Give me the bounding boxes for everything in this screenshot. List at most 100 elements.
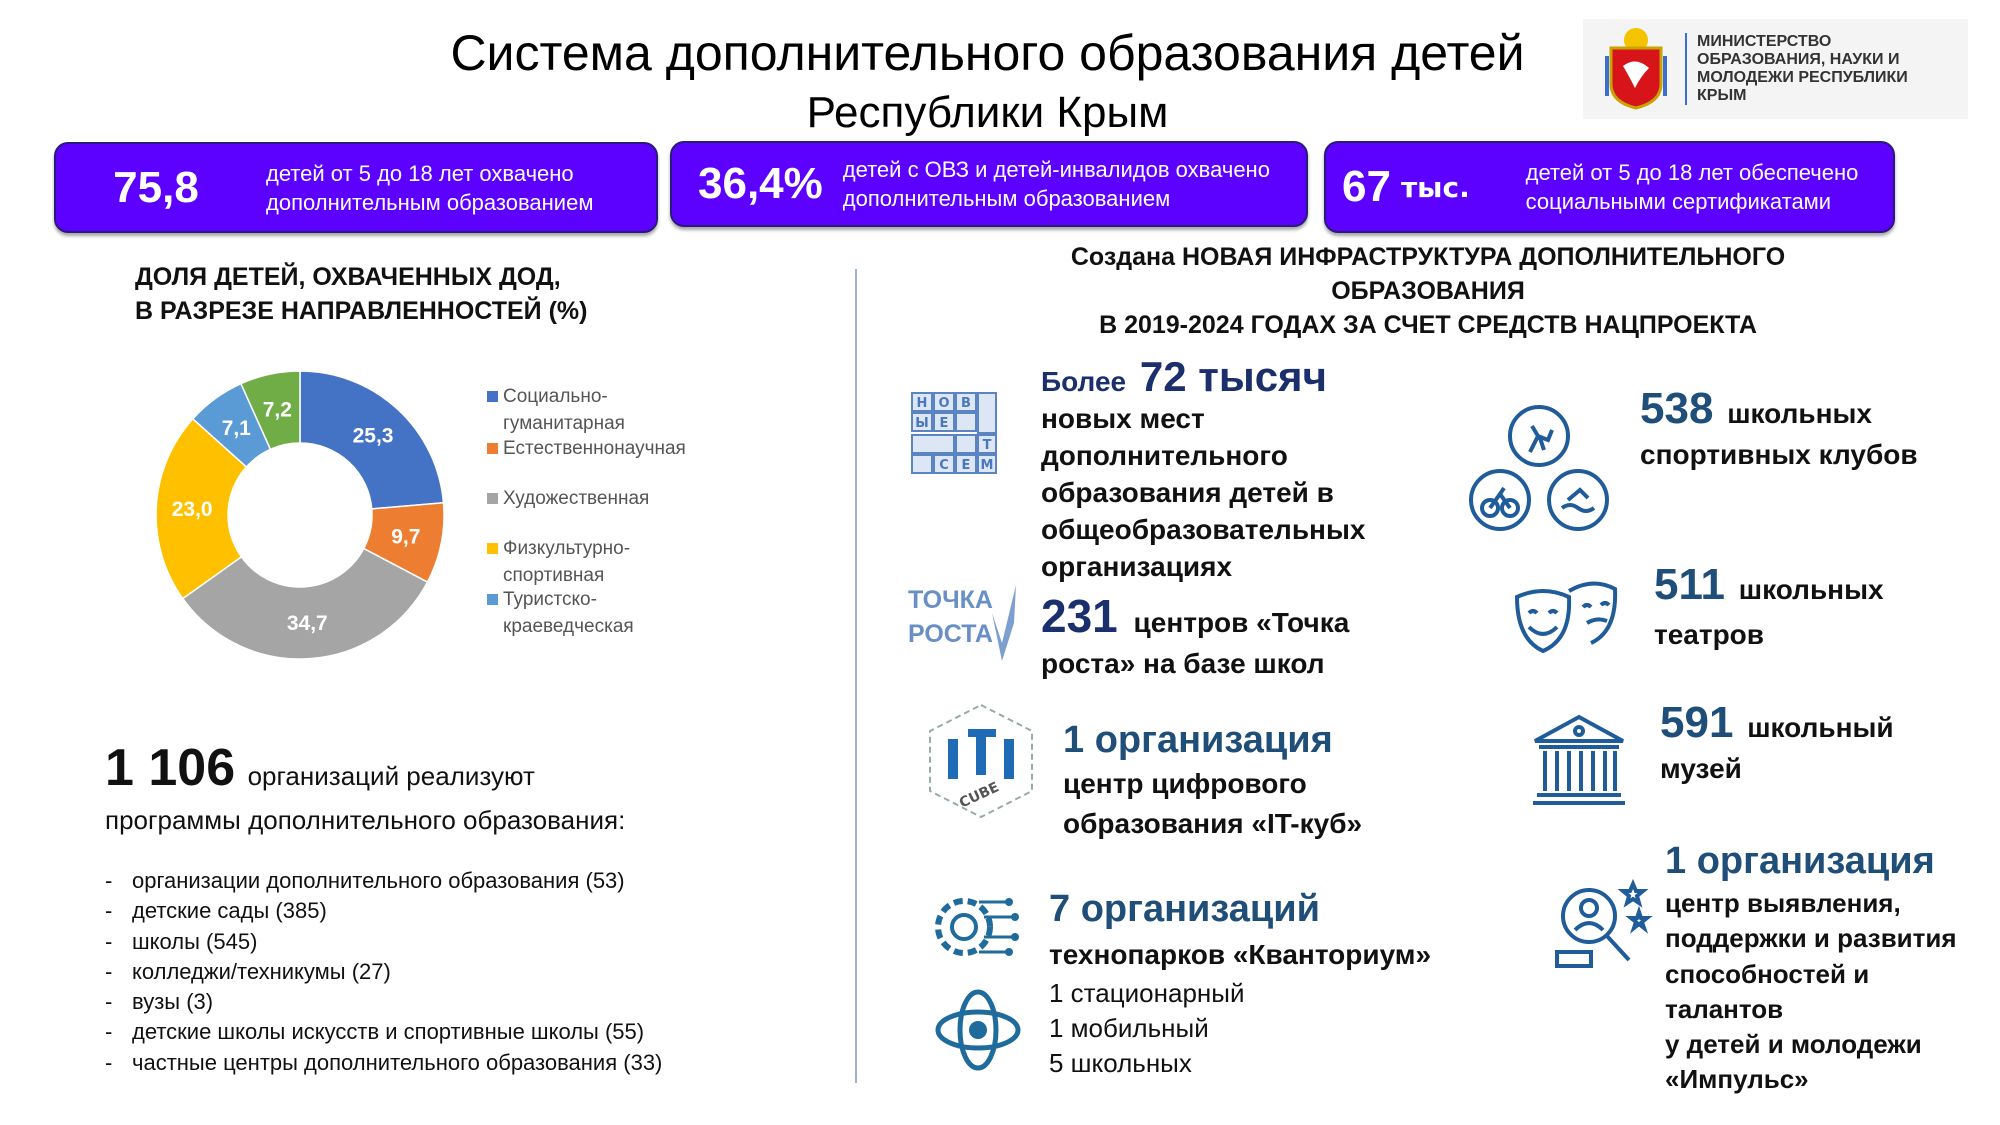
page-title: Система дополнительного образования дете… [450,25,1525,81]
legend-swatch [487,493,498,504]
legend-swatch [487,543,498,554]
theatre-text: театров [1654,619,1764,650]
orgs-count: 1 106 [105,739,236,797]
slice-data-label: 23,0 [172,498,213,521]
kvant-number: 7 организаций [1049,888,1320,930]
itcube-text: центр цифрового [1063,768,1307,799]
tochka-logo-text: ТОЧКА [908,586,993,614]
kpi-text: детей с ОВЗ и детей-инвалидов охвачено д… [842,157,1270,211]
kvant-text: технопарков «Кванториум» [1049,939,1432,970]
legend-swatch [487,443,498,454]
talent-search-icon [1555,878,1653,968]
orgs-list-item: частные центры дополнительного образован… [105,1048,662,1079]
donut-slice [181,547,429,660]
svg-text:Т: Т [983,438,992,453]
slice-data-label: 34,7 [287,612,328,635]
itcube-text: образования «IT-куб» [1063,808,1363,839]
museum-block: 591 школьный музей [1660,701,1894,787]
infra-heading-line: Создана НОВАЯ ИНФРАСТРУКТУРА ДОПОЛНИТЕЛЬ… [1070,243,1786,271]
sprout-icon [992,585,1016,661]
legend-label: краеведческая [503,616,634,637]
museum-icon [1533,714,1625,805]
tochka-text: роста» на базе школ [1041,648,1325,679]
impulse-text: «Импульс» [1665,1064,1809,1095]
legend-item: Туристско-краеведческая [487,586,727,640]
kvantorium-logo-icon [935,989,1021,1071]
museum-text: школьный [1747,712,1894,743]
svg-text:Н: Н [917,396,928,411]
impulse-number: 1 организация [1665,840,1935,882]
orgs-list-item: вузы (3) [105,987,662,1018]
legend-label: спортивная [503,565,605,586]
impulse-text: талантов [1665,993,1784,1024]
orgs-list-item: детские сады (385) [105,896,662,927]
legend-label: гуманитарная [503,413,625,434]
kpi-card-coverage: 75,8 детей от 5 до 18 лет охвачено допол… [54,142,658,233]
itcube-number: 1 организация [1063,719,1333,761]
tochka-rosta-logo-icon: ТОЧКА РОСТА [908,583,1018,665]
theatre-masks-icon [1514,581,1618,654]
places-number: 72 тысяч [1139,353,1327,400]
kvant-item: 1 стационарный [1049,978,1245,1008]
theatre-block: 511 школьных театров [1654,563,1884,653]
kvant-block: 7 организаций технопарков «Кванториум» 1… [1049,884,1431,1081]
it-cube-logo-text: CUBE [957,779,1002,811]
kpi-value: 67 [1342,162,1391,211]
legend-swatch [487,391,498,402]
theatre-text: школьных [1738,574,1884,605]
it-cube-logo-icon: CUBE [929,703,1033,819]
legend-swatch [487,594,498,605]
museum-text: музей [1660,753,1742,784]
theatre-number: 511 [1654,560,1725,609]
impulse-text: поддержки и развития [1665,923,1957,954]
impulse-text: центр выявления, [1665,888,1901,918]
donut-chart: 25,3 9,7 34,7 23,0 7,1 7,2 [155,370,445,660]
kpi-value: 75,8 [113,162,199,212]
legend-item: Естественнонаучная [487,435,727,462]
legend-item: Физкультурно-спортивная [487,535,727,589]
kpi-value: 36,4% [698,159,823,208]
orgs-list-item: школы (545) [105,927,662,958]
donut-slice [155,417,248,600]
chart-title-line: В РАЗРЕЗЕ НАПРАВЛЕННОСТЕЙ (%) [135,297,588,325]
svg-text:О: О [938,396,949,411]
impulse-text: способностей и [1665,958,1870,989]
places-prefix: Более [1041,366,1127,397]
kpi-unit: тыс. [1400,170,1470,204]
orgs-subtitle: программы дополнительного образования: [105,805,626,835]
infra-heading: Создана НОВАЯ ИНФРАСТРУКТУРА ДОПОЛНИТЕЛЬ… [1028,240,1828,342]
orgs-count-text: организаций реализуют [247,761,535,791]
crimea-coat-of-arms-icon [1605,28,1667,110]
donut-slice [239,370,301,451]
ministry-logo: МИНИСТЕРСТВО ОБРАЗОВАНИЯ, НАУКИ И МОЛОДЕ… [1583,19,1968,119]
places-text: организациях [1041,551,1233,582]
donut-slice [299,370,445,510]
svg-text:В: В [961,396,971,411]
kpi-text: детей от 5 до 18 лет охвачено дополнител… [266,160,594,215]
chart-title-line: ДОЛЯ ДЕТЕЙ, ОХВАЧЕННЫХ ДОД, [135,263,561,291]
svg-text:М: М [981,458,994,473]
orgs-list: организации дополнительного образования … [105,866,662,1078]
places-block: Более 72 тысяч новых мест дополнительног… [1041,356,1366,585]
svg-text:Ы: Ы [915,416,928,431]
places-text: общеобразовательных [1041,514,1366,545]
slice-data-label: 25,3 [353,424,394,447]
divider [855,269,857,1083]
itcube-block: 1 организация центр цифрового образовани… [1063,716,1362,844]
svg-text:Е: Е [962,458,971,473]
ministry-name: МИНИСТЕРСТВО ОБРАЗОВАНИЯ, НАУКИ И МОЛОДЕ… [1685,33,1925,105]
impulse-block: 1 организация центр выявления, поддержки… [1665,836,1957,1098]
svg-text:Е: Е [940,416,949,431]
places-text: дополнительного [1041,440,1288,471]
infra-heading-line: В 2019-2024 ГОДАХ ЗА СЧЕТ СРЕДСТВ НАЦПРО… [1099,311,1757,339]
kvant-item: 1 мобильный [1049,1013,1209,1043]
legend-label: Социально- [503,386,608,407]
slice-data-label: 7,1 [222,417,252,440]
legend-item: Социально-гуманитарная [487,383,727,437]
legend-label: Естественнонаучная [503,438,686,459]
orgs-list-item: организации дополнительного образования … [105,866,662,897]
museum-number: 591 [1660,698,1734,747]
kpi-card-ovz: 36,4% детей с ОВЗ и детей-инвалидов охва… [670,141,1308,227]
slice-data-label: 9,7 [391,525,420,548]
